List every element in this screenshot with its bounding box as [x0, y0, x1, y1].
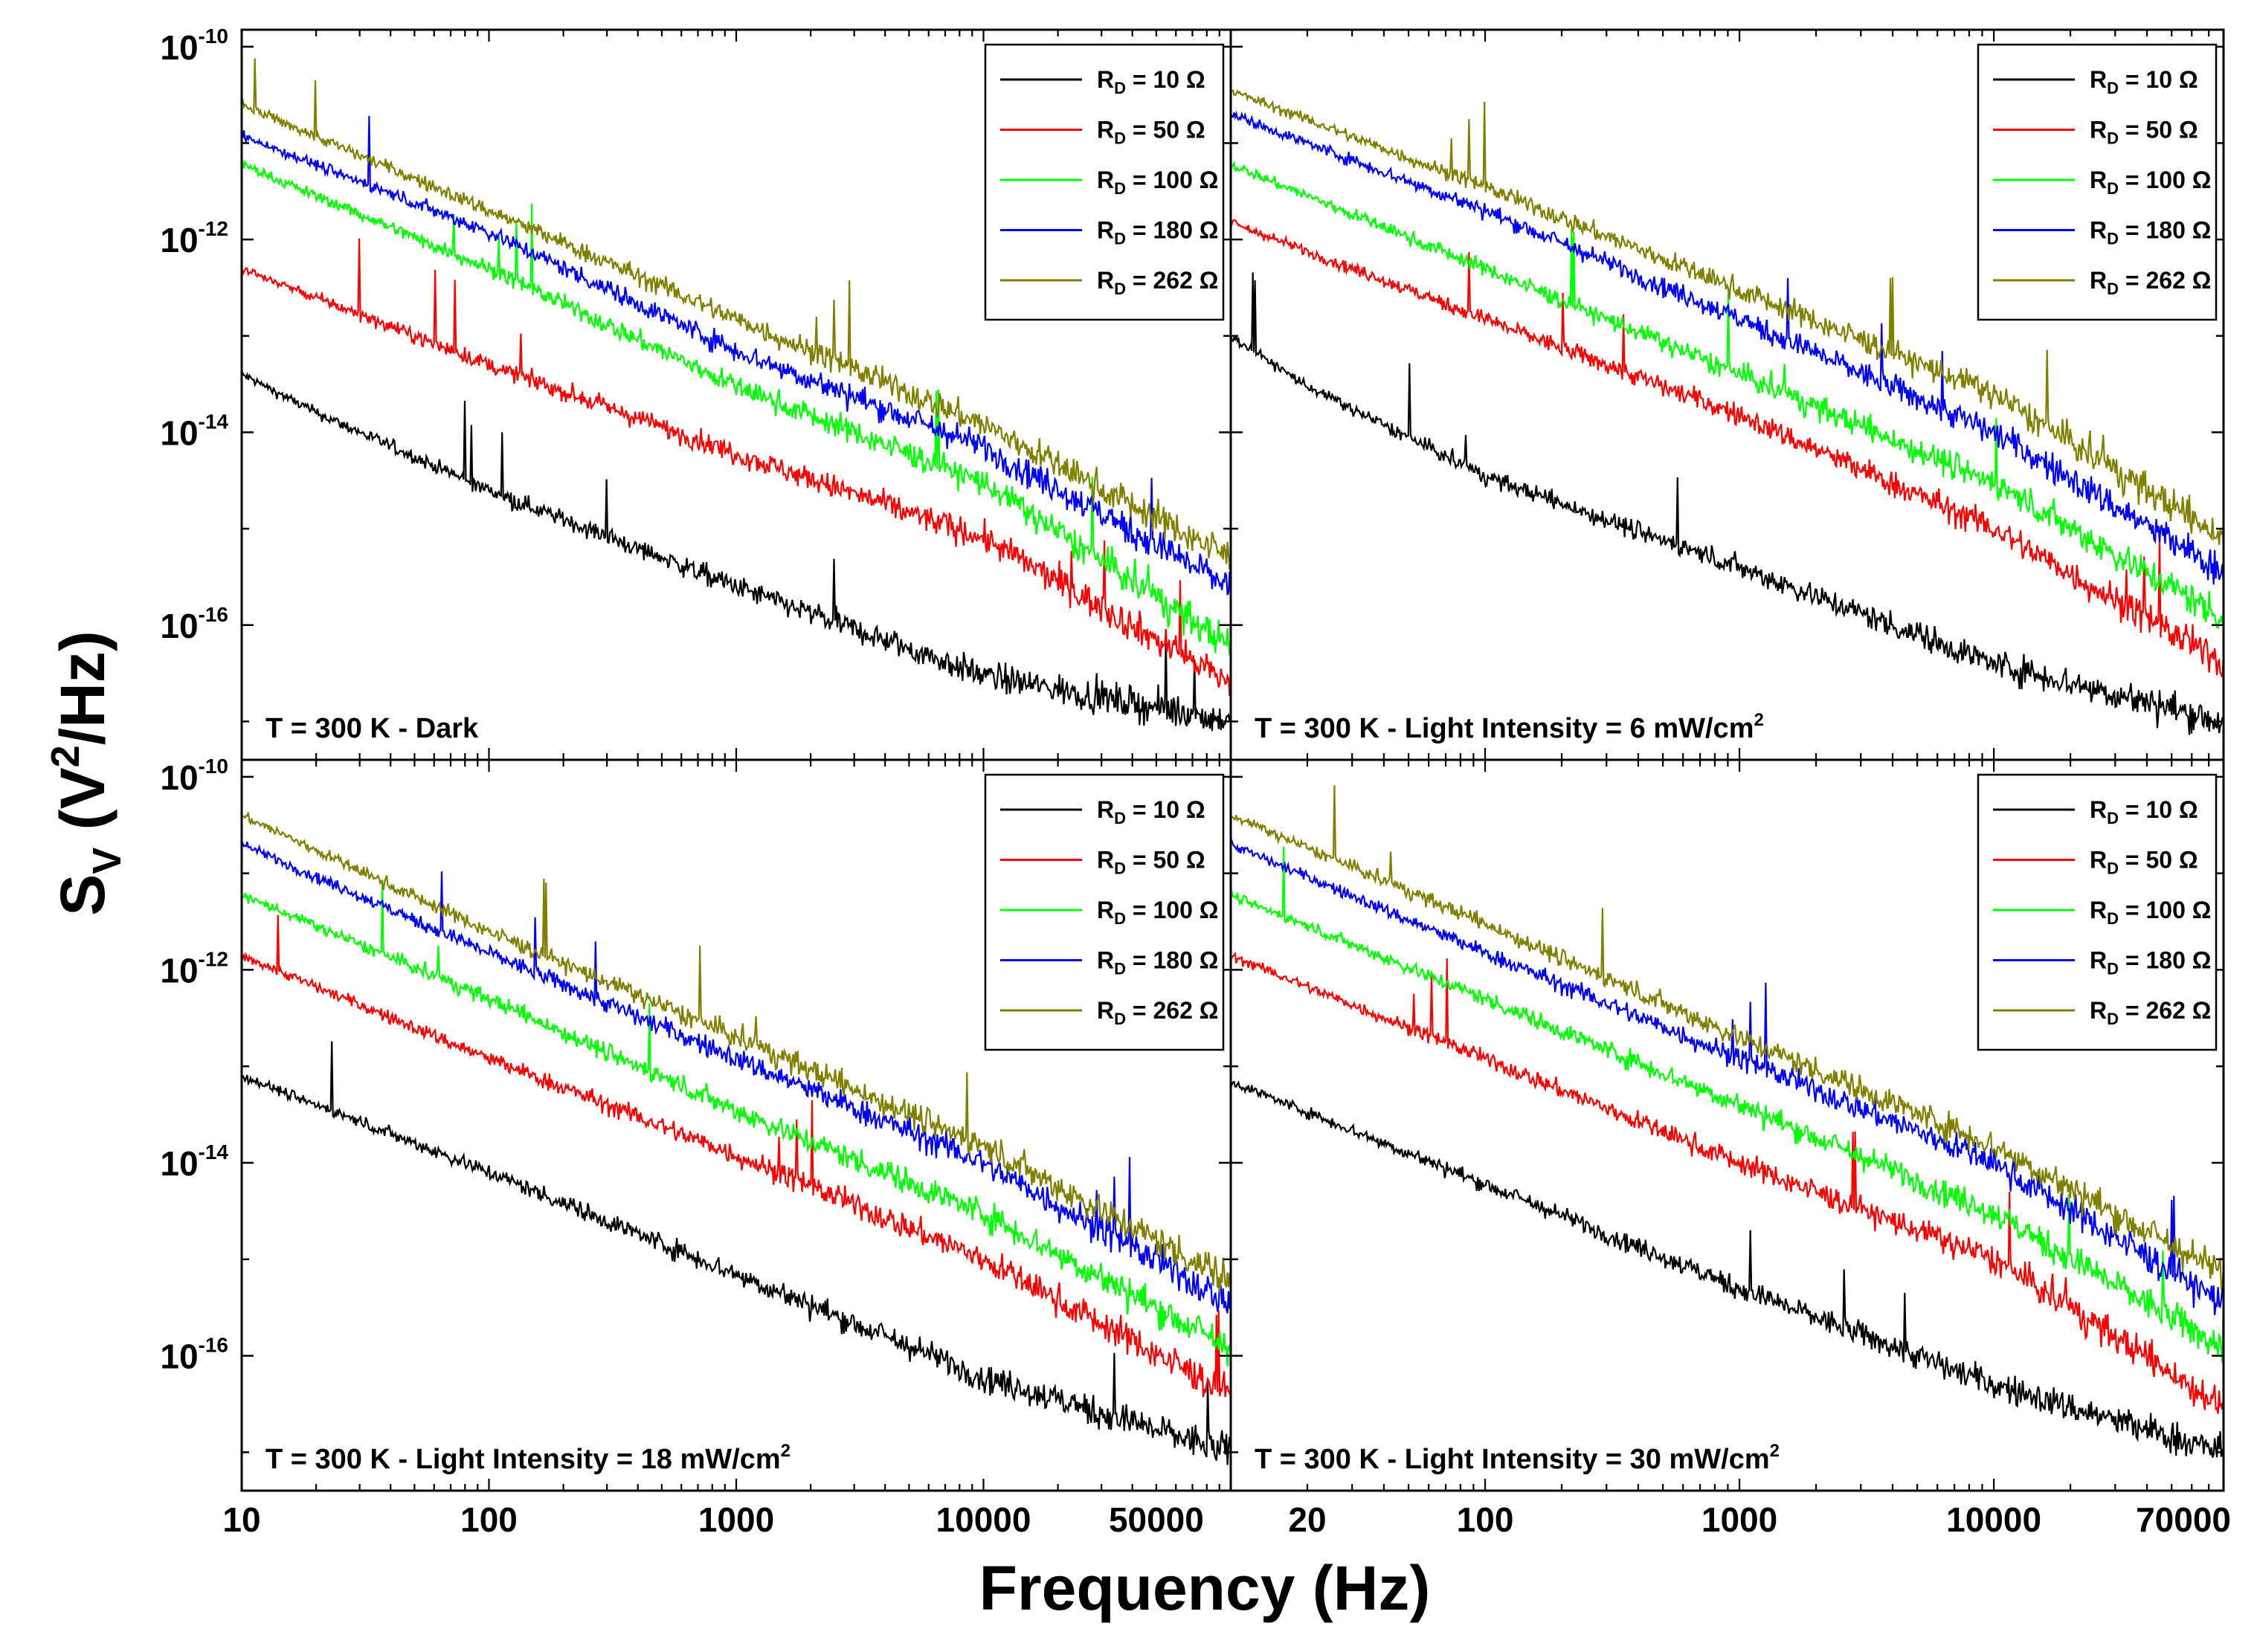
- x-tick-label: 1000: [698, 1500, 774, 1539]
- condition-label: T = 300 K - Light Intensity = 30 mW/cm2: [1255, 1441, 1780, 1475]
- panel-2: RD = 10 Ω RD = 50 Ω RD = 100 Ω RD = 180 Ω RD…: [1229, 30, 2225, 760]
- series-line-180-ohm: [242, 115, 1231, 601]
- x-tick-label: 10000: [936, 1500, 1031, 1539]
- series-line-100-ohm: [242, 879, 1231, 1367]
- x-tick-label: 70000: [2136, 1500, 2231, 1539]
- x-tick-label: 1000: [1701, 1500, 1777, 1539]
- series-line-262-ohm: [1231, 785, 2224, 1290]
- x-tick-label: 10: [222, 1500, 260, 1539]
- x-tick-label: 20: [1288, 1500, 1326, 1539]
- legend-label: RD = 50 Ω: [2090, 117, 2198, 148]
- series-line-100-ohm: [1231, 160, 2224, 630]
- series-line-50-ohm: [242, 238, 1231, 697]
- y-tick-label: 10-16: [160, 1334, 228, 1376]
- y-tick-label: 10-14: [160, 410, 228, 452]
- legend-label: RD = 50 Ω: [1097, 117, 1205, 148]
- series-line-50-ohm: [242, 914, 1231, 1398]
- x-tick-label: 100: [460, 1500, 518, 1539]
- series-line-262-ohm: [1231, 89, 2224, 545]
- y-tick-label: 10-12: [160, 947, 228, 990]
- legend-label: RD = 180 Ω: [1097, 217, 1218, 248]
- x-tick-label: 100: [1457, 1500, 1514, 1539]
- x-tick-label: 50000: [1109, 1500, 1204, 1539]
- legend-label: RD = 262 Ω: [1097, 267, 1218, 298]
- legend-label: RD = 262 Ω: [1097, 997, 1218, 1028]
- y-tick-label: 10-12: [160, 217, 228, 259]
- y-tick-label: 10-16: [160, 603, 228, 645]
- x-tick-label: 10000: [1946, 1500, 2041, 1539]
- series-line-180-ohm: [1231, 838, 2224, 1315]
- legend: RD = 10 Ω RD = 50 Ω RD = 100 Ω RD = 180 Ω RD…: [1977, 773, 2218, 1051]
- legend-label: RD = 180 Ω: [2090, 217, 2211, 248]
- legend: RD = 10 Ω RD = 50 Ω RD = 100 Ω RD = 180 Ω RD…: [1977, 43, 2218, 321]
- legend-label: RD = 10 Ω: [1097, 796, 1205, 827]
- legend-label: RD = 180 Ω: [1097, 947, 1218, 978]
- legend-label: RD = 100 Ω: [1097, 897, 1218, 928]
- legend-label: RD = 50 Ω: [1097, 847, 1205, 878]
- legend-label: RD = 100 Ω: [2090, 897, 2211, 928]
- panel-3: RD = 10 Ω RD = 50 Ω RD = 100 Ω RD = 180 Ω RD…: [240, 760, 1232, 1491]
- series-line-180-ohm: [242, 841, 1231, 1314]
- panel-4: RD = 10 Ω RD = 50 Ω RD = 100 Ω RD = 180 Ω RD…: [1229, 760, 2225, 1491]
- y-tick-label: 10-14: [160, 1140, 228, 1183]
- series-line-180-ohm: [1231, 110, 2224, 589]
- y-tick-label: 10-10: [160, 755, 228, 797]
- legend-label: RD = 10 Ω: [2090, 66, 2198, 97]
- series-line-10-ohm: [242, 1041, 1231, 1465]
- legend: RD = 10 Ω RD = 50 Ω RD = 100 Ω RD = 180 Ω RD…: [984, 43, 1225, 321]
- legend-label: RD = 180 Ω: [2090, 947, 2211, 978]
- legend-label: RD = 262 Ω: [2090, 997, 2211, 1028]
- panel-1: RD = 10 Ω RD = 50 Ω RD = 100 Ω RD = 180 Ω RD…: [240, 30, 1232, 760]
- condition-label: T = 300 K - Light Intensity = 6 mW/cm2: [1255, 710, 1764, 744]
- series-line-262-ohm: [242, 58, 1231, 574]
- legend-label: RD = 50 Ω: [2090, 847, 2198, 878]
- series-line-10-ohm: [1231, 272, 2224, 735]
- legend-label: RD = 262 Ω: [2090, 267, 2211, 298]
- legend-label: RD = 10 Ω: [1097, 66, 1205, 97]
- condition-label: T = 300 K - Light Intensity = 18 mW/cm2: [265, 1441, 791, 1475]
- legend-label: RD = 10 Ω: [2090, 796, 2198, 827]
- series-line-10-ohm: [1231, 1080, 2224, 1458]
- legend-label: RD = 100 Ω: [2090, 167, 2211, 198]
- series-line-100-ohm: [1231, 846, 2224, 1364]
- condition-label: T = 300 K - Dark: [265, 713, 479, 744]
- series-line-262-ohm: [242, 812, 1231, 1293]
- y-axis-title: SV (V2/Hz): [43, 630, 129, 915]
- series-line-50-ohm: [1231, 951, 2224, 1414]
- y-tick-label: 10-10: [160, 25, 228, 67]
- x-axis-title: Frequency (Hz): [979, 1553, 1431, 1623]
- series-line-10-ohm: [242, 371, 1231, 732]
- series-line-50-ohm: [1231, 219, 2224, 678]
- legend-label: RD = 100 Ω: [1097, 167, 1218, 198]
- series-line-100-ohm: [242, 159, 1231, 656]
- legend: RD = 10 Ω RD = 50 Ω RD = 100 Ω RD = 180 Ω RD…: [984, 773, 1225, 1051]
